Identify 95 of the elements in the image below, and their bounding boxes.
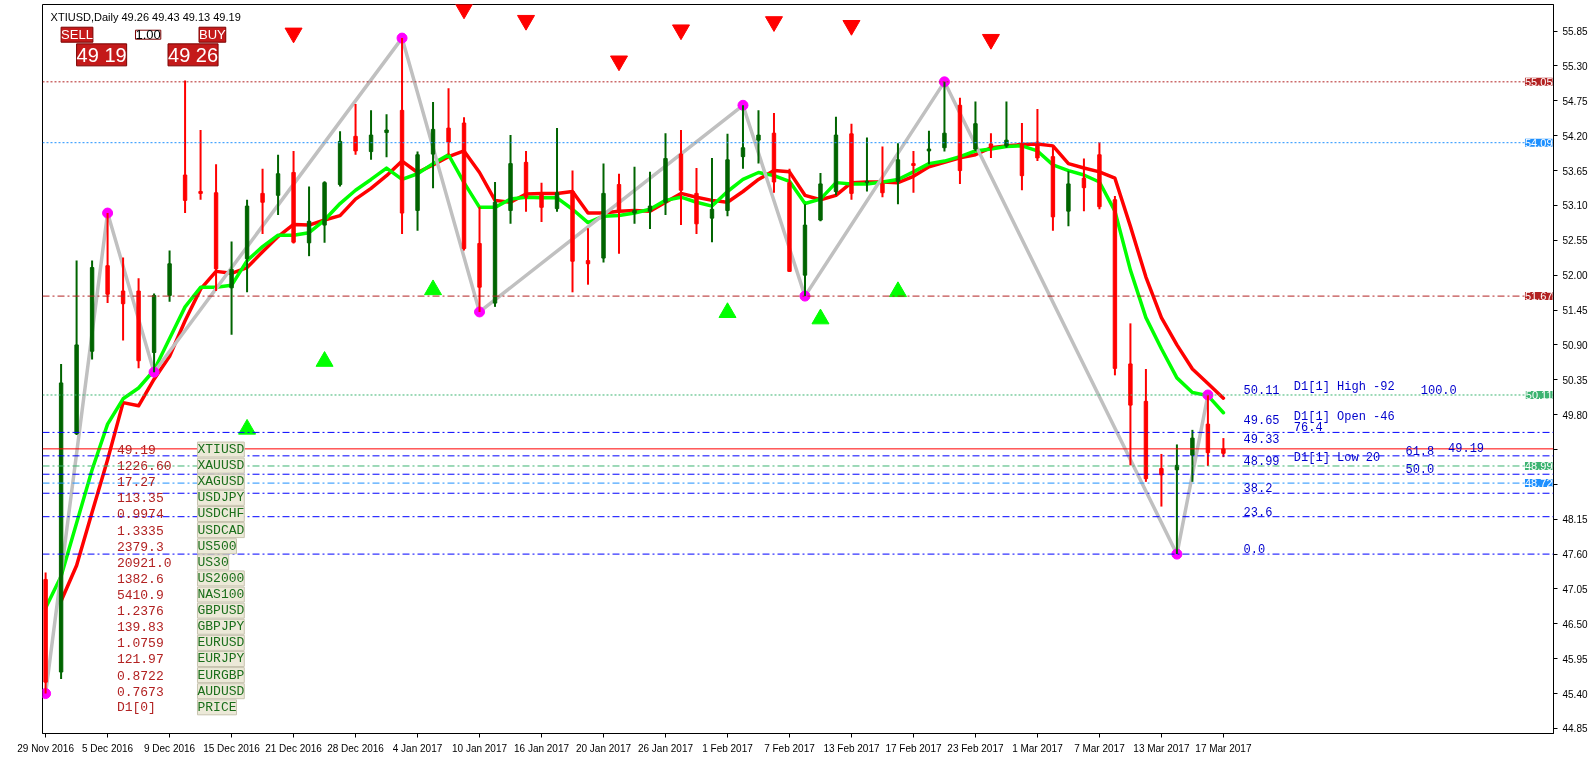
annotation: 0.8722 <box>116 668 164 684</box>
annotation: 1226.60 <box>116 459 172 475</box>
y-tick-label: 55.85 <box>1562 26 1588 38</box>
annotation: 50.11 <box>1243 383 1280 398</box>
annotation: 0.7673 <box>116 684 164 700</box>
ref-line-label: 55.05 <box>1524 75 1553 88</box>
annotation: EURUSD <box>197 635 245 651</box>
annotation: 5410.9 <box>116 588 164 604</box>
annotation: EURGBP <box>197 667 245 683</box>
x-tick-label: 13 Feb 2017 <box>823 742 880 754</box>
y-tick-label: 46.50 <box>1562 618 1588 630</box>
y-tick-label: 52.00 <box>1562 270 1588 282</box>
x-tick-label: 29 Nov 2016 <box>17 742 75 754</box>
annotation: SELL <box>61 27 93 43</box>
annotation: 49.33 <box>1243 433 1280 448</box>
y-tick-label: 53.10 <box>1562 200 1588 212</box>
x-tick-label: 1 Mar 2017 <box>1012 742 1064 754</box>
x-tick-label: 23 Feb 2017 <box>947 742 1004 754</box>
annotation: 1.3335 <box>116 523 164 539</box>
annotation: AUDUSD <box>197 683 245 699</box>
annotation: USDCHF <box>197 506 245 522</box>
y-tick-label: 54.75 <box>1562 95 1588 107</box>
annotation: EURJPY <box>197 651 245 667</box>
y-tick-label: 50.90 <box>1562 339 1588 351</box>
annotation: 1382.6 <box>116 571 164 587</box>
annotation: 139.83 <box>116 620 164 636</box>
x-tick-label: 5 Dec 2016 <box>82 742 134 754</box>
annotation: XAUUSD <box>197 458 245 474</box>
y-tick-label: 45.40 <box>1562 688 1588 700</box>
y-tick-label: 50.35 <box>1562 374 1588 386</box>
x-tick-label: 13 Mar 2017 <box>1133 742 1190 754</box>
x-tick-label: 7 Feb 2017 <box>764 742 816 754</box>
annotation: 20921.0 <box>116 555 172 571</box>
annotation: GBPJPY <box>197 619 245 635</box>
ref-line-label: 54.09 <box>1524 136 1553 149</box>
x-tick-label: 7 Mar 2017 <box>1074 742 1126 754</box>
x-tick-label: 15 Dec 2016 <box>203 742 261 754</box>
annotation: XTIUSD,Daily 49.26 49.43 49.13 49.19 <box>50 10 241 23</box>
annotation: 38.2 <box>1243 482 1273 497</box>
annotation: D1[1] High -92 <box>1293 379 1395 394</box>
y-tick-label: 49.80 <box>1562 409 1588 421</box>
x-tick-label: 28 Dec 2016 <box>327 742 385 754</box>
annotation: US500 <box>197 538 237 554</box>
y-tick-label: 45.95 <box>1562 653 1588 665</box>
annotation: 1.2376 <box>116 604 164 620</box>
annotation: 61.8 <box>1405 444 1435 459</box>
annotation: 100.0 <box>1420 383 1457 398</box>
x-tick-label: 17 Mar 2017 <box>1195 742 1252 754</box>
annotation: PRICE <box>197 699 237 715</box>
annotation: US2000 <box>197 570 245 586</box>
annotation: 2379.3 <box>116 539 164 555</box>
annotation: GBPUSD <box>197 603 245 619</box>
annotation: 49 19 <box>76 43 127 66</box>
y-tick-label: 55.30 <box>1562 60 1588 72</box>
annotation: 0.0 <box>1243 543 1266 558</box>
annotation: 48.99 <box>1243 454 1280 469</box>
ref-line-label: 51.67 <box>1524 290 1553 303</box>
x-tick-label: 1 Feb 2017 <box>702 742 754 754</box>
annotation: 121.97 <box>116 652 164 668</box>
ref-line-label: 48.99 <box>1524 459 1553 472</box>
y-tick-label: 47.05 <box>1562 583 1588 595</box>
annotation: 1.0759 <box>116 636 164 652</box>
ref-line-label: 50.11 <box>1525 388 1553 401</box>
annotation: NAS100 <box>197 587 245 603</box>
annotation: USDJPY <box>197 490 245 506</box>
x-tick-label: 4 Jan 2017 <box>392 742 443 754</box>
x-tick-label: 20 Jan 2017 <box>575 742 632 754</box>
ref-line-label: 48.72 <box>1524 477 1553 490</box>
y-tick-label: 52.55 <box>1562 235 1588 247</box>
annotation: 23.6 <box>1243 505 1273 520</box>
y-tick-label: 48.15 <box>1562 514 1588 526</box>
annotation: US30 <box>197 554 229 570</box>
annotation: D1[1] Low 20 <box>1293 450 1381 465</box>
annotation: D1[0] <box>116 699 156 715</box>
x-tick-label: 9 Dec 2016 <box>144 742 196 754</box>
x-tick-label: 21 Dec 2016 <box>265 742 323 754</box>
y-tick-label: 44.85 <box>1562 723 1588 735</box>
annotation: 17.27 <box>116 475 156 491</box>
annotation: XAGUSD <box>197 474 245 490</box>
y-tick-label: 47.60 <box>1562 549 1588 561</box>
annotation: 49.65 <box>1243 414 1280 429</box>
annotation: BUY <box>199 27 227 43</box>
annotation: 113.35 <box>116 491 164 507</box>
y-tick-label: 53.65 <box>1562 165 1588 177</box>
annotation: 0.9974 <box>116 507 164 523</box>
x-tick-label: 16 Jan 2017 <box>513 742 570 754</box>
y-tick-label: 51.45 <box>1562 305 1588 317</box>
x-tick-label: 17 Feb 2017 <box>885 742 942 754</box>
annotation: 49 26 <box>168 43 219 66</box>
y-tick-label: 54.20 <box>1562 130 1588 142</box>
annotation: USDCAD <box>197 522 245 538</box>
annotation: 50.0 <box>1405 463 1435 478</box>
x-tick-label: 26 Jan 2017 <box>637 742 694 754</box>
x-tick-label: 10 Jan 2017 <box>452 742 508 754</box>
annotation: XTIUSD <box>197 442 245 458</box>
